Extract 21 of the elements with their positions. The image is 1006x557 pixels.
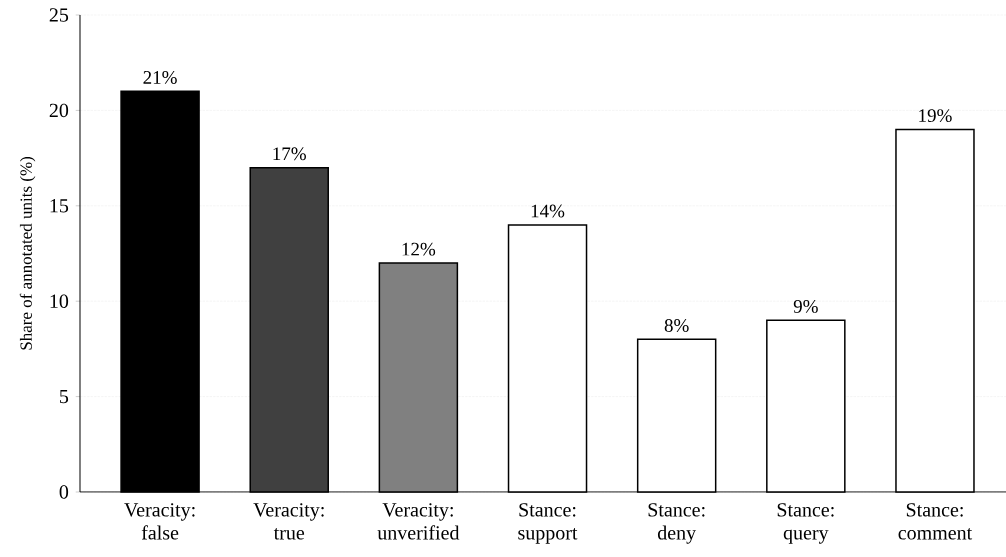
y-tick-label: 20 [49, 103, 69, 118]
y-tick-label: 10 [50, 294, 69, 308]
x-tick-label: Veracity: true [253, 503, 324, 540]
y-tick-label: 5 [60, 389, 69, 404]
x-tick-label: Veracity: false [124, 503, 195, 540]
x-tick-label: Stance: comment [898, 503, 973, 540]
data-label: 14% [531, 204, 565, 218]
y-axis-title: Share of annotated units (%) [19, 156, 36, 350]
data-label: 17% [273, 147, 306, 161]
y-tick-label: 15 [50, 199, 69, 213]
data-label: 9% [793, 299, 818, 313]
x-tick-label: Stance: deny [648, 503, 705, 544]
x-tick-label: Stance: support [518, 503, 578, 544]
data-label: 21% [143, 71, 177, 84]
data-label: 12% [402, 242, 436, 256]
y-tick-label: 25 [49, 8, 69, 22]
data-label: 8% [664, 319, 689, 332]
data-label: 19% [919, 109, 952, 123]
x-tick-label: Stance: query [777, 503, 834, 544]
y-tick-label: 0 [59, 485, 69, 499]
x-tick-label: Veracity: unverified [377, 503, 460, 540]
